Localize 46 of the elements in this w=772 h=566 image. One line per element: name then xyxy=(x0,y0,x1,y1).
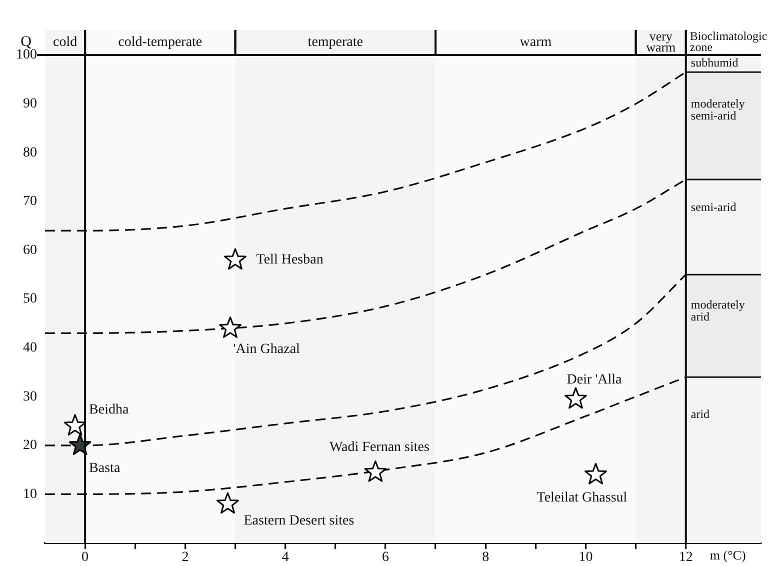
y-tick-label: 80 xyxy=(23,145,37,160)
x-tick-label: 8 xyxy=(482,550,490,566)
y-axis-title: Q xyxy=(20,34,32,50)
x-tick-label: 10 xyxy=(578,550,593,566)
band-label: moderately semi-arid xyxy=(690,96,745,122)
x-tick-label: 4 xyxy=(282,550,289,566)
y-tick-label: 20 xyxy=(23,438,37,454)
series-label: 'Ain Ghazal xyxy=(233,342,300,357)
band-label: temperate xyxy=(308,35,363,50)
series-label: Eastern Desert sites xyxy=(244,514,354,529)
point xyxy=(64,414,86,436)
x-tick-label: 2 xyxy=(182,550,189,566)
series-label: Tell Hesban xyxy=(256,252,324,268)
y-tick-label: 90 xyxy=(23,96,37,112)
band-label: arid xyxy=(690,407,710,422)
band-label: warm xyxy=(520,35,552,50)
series-label: Wadi Fernan sites xyxy=(329,440,430,455)
y-tick-label: 100 xyxy=(16,48,37,63)
point xyxy=(564,387,587,409)
x-tick-label: 0 xyxy=(82,550,89,566)
series-label: Beidha xyxy=(89,402,130,418)
y-tick-label: 70 xyxy=(23,194,37,210)
y-tick-label: 50 xyxy=(23,292,37,307)
y-tick-label: 30 xyxy=(23,389,37,404)
point xyxy=(216,492,239,514)
y-tick-label: 10 xyxy=(23,486,37,502)
band-label: very warm xyxy=(646,28,676,54)
y-tick-label: 60 xyxy=(23,242,37,258)
point xyxy=(219,316,242,338)
band-label: semi-arid xyxy=(690,200,736,214)
band-label: cold xyxy=(52,35,78,50)
y-tick-label: 40 xyxy=(23,340,37,356)
series-label: Teleilat Ghassul xyxy=(536,490,628,506)
band-label: moderately arid xyxy=(690,298,745,324)
x-tick-label: 12 xyxy=(678,550,693,566)
series-label: Deir 'Alla xyxy=(566,372,623,388)
point xyxy=(224,248,246,270)
series-label: Basta xyxy=(89,461,121,476)
text: Bioclimatologic zone xyxy=(690,29,768,54)
x-tick-label: 6 xyxy=(382,550,389,566)
line-series xyxy=(45,71,687,232)
band-label: cold-temperate xyxy=(118,35,202,50)
band-label: subhumid xyxy=(690,56,738,70)
point xyxy=(364,460,387,482)
x-axis-title: m (°C) xyxy=(710,547,746,562)
point xyxy=(584,462,607,484)
